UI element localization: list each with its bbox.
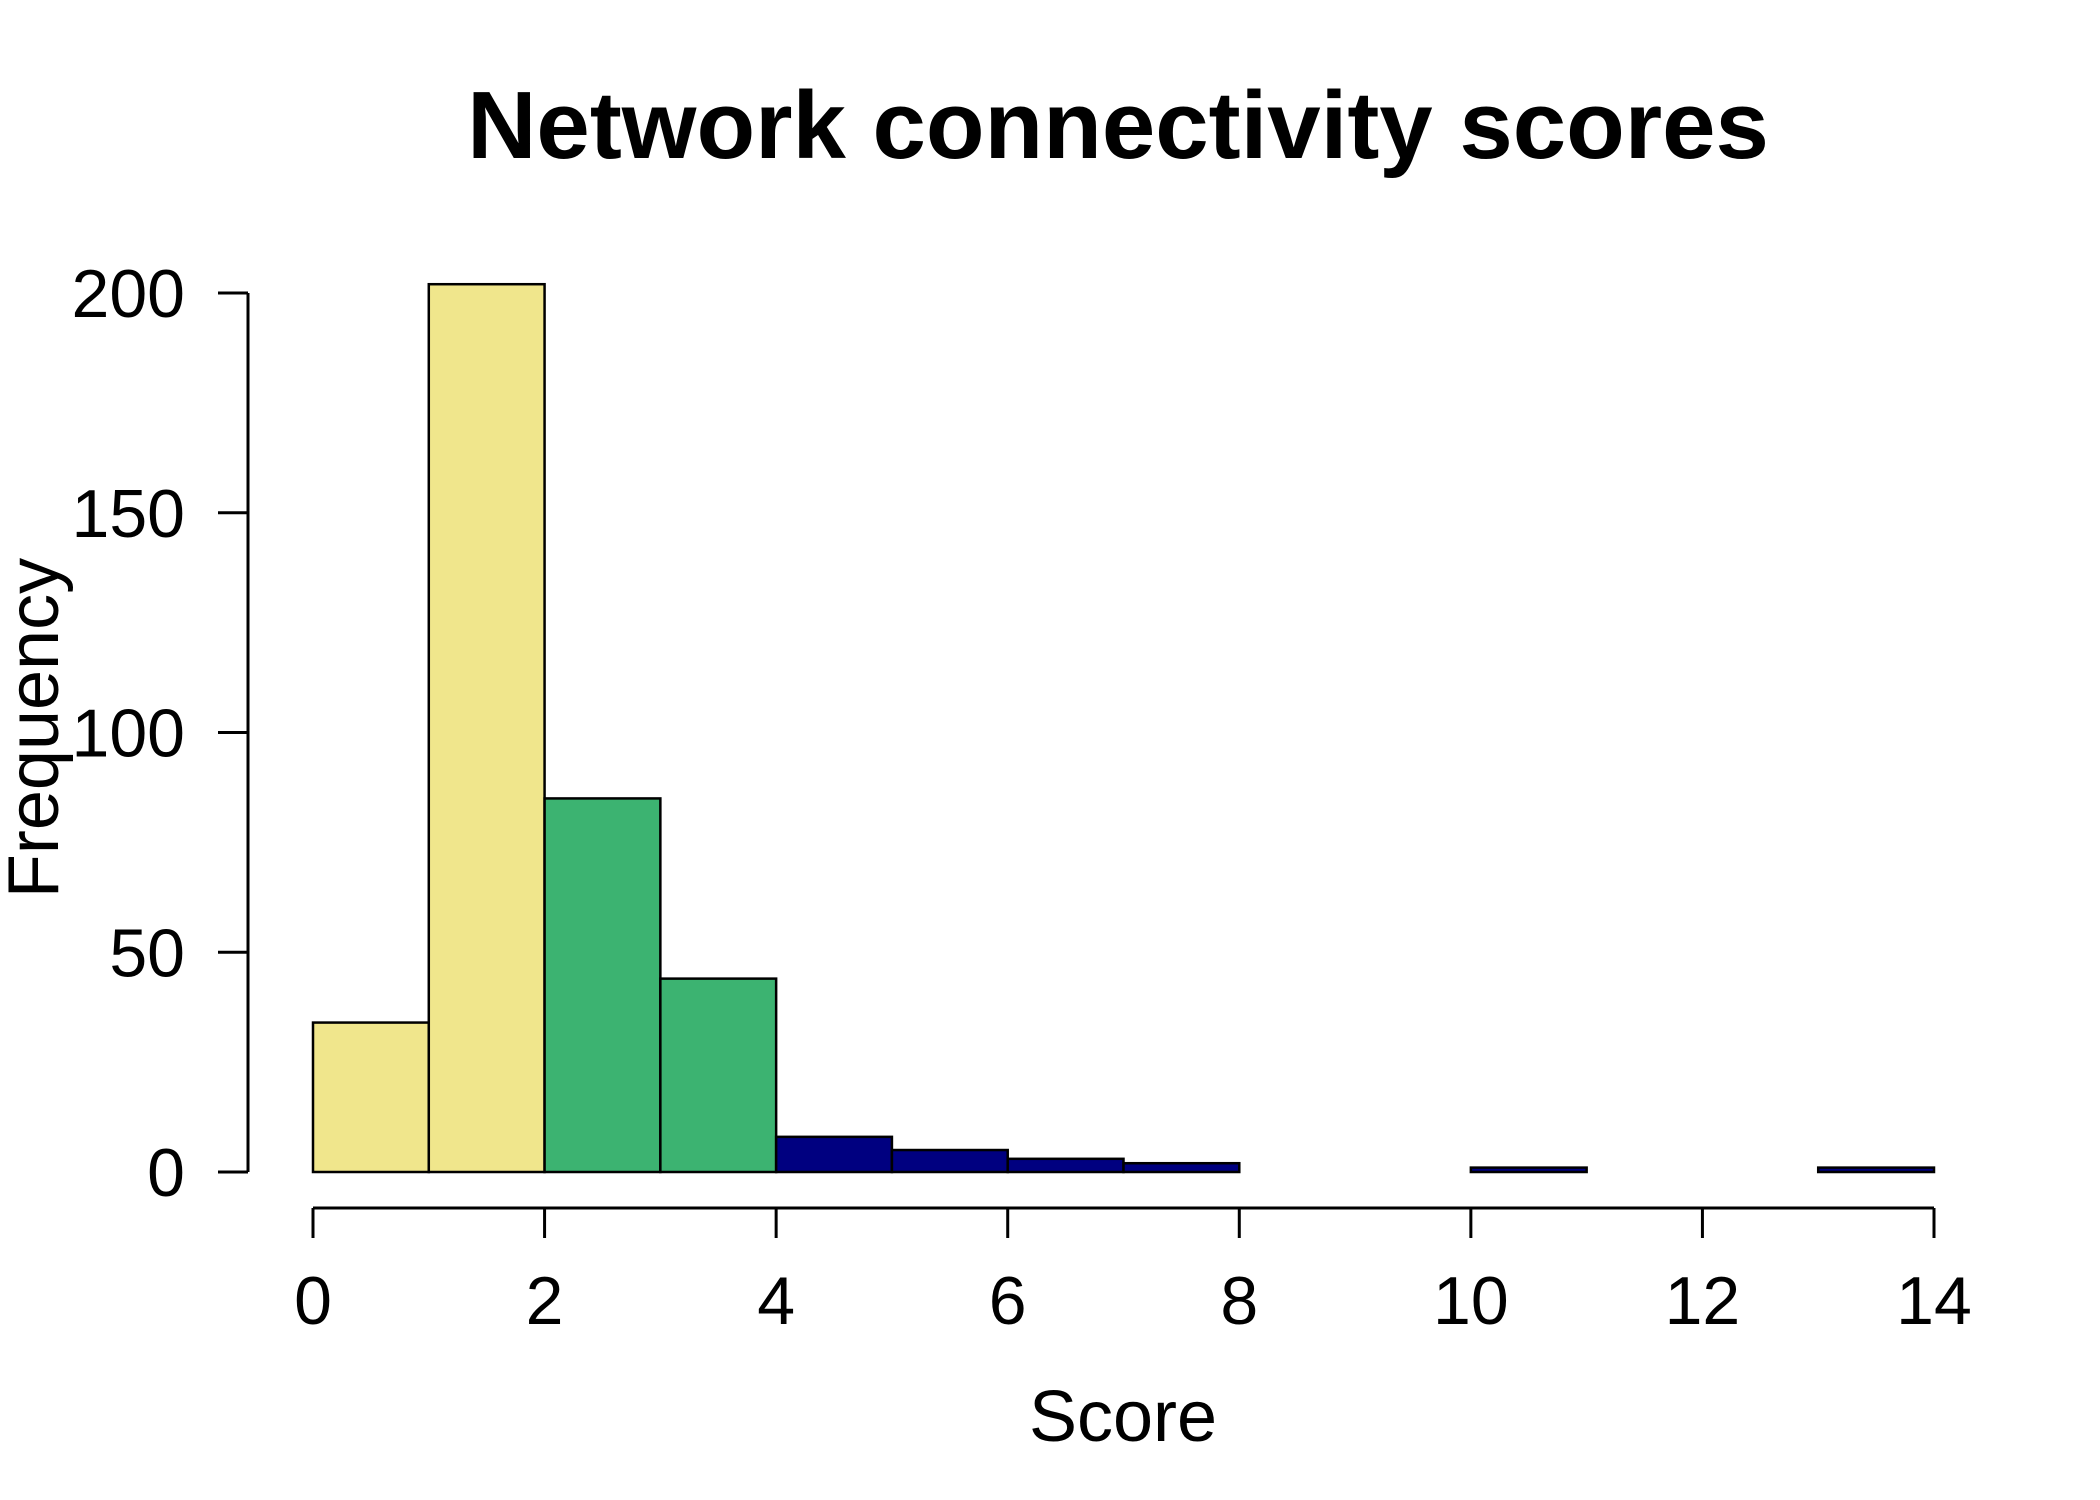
histogram-bar-5 xyxy=(890,1148,1009,1174)
x-tick-label: 4 xyxy=(757,1263,795,1339)
histogram-bar-3 xyxy=(659,977,778,1174)
histogram-bar-1 xyxy=(427,282,546,1174)
y-axis: 0 50 100 150 200 xyxy=(72,256,250,1211)
x-tick-label: 0 xyxy=(294,1263,332,1339)
histogram-bar-7 xyxy=(1122,1161,1241,1174)
histogram-bar-4 xyxy=(774,1135,894,1174)
x-axis-title: Score xyxy=(1029,1377,1217,1457)
histogram-bar-6 xyxy=(1006,1157,1125,1174)
y-axis-title: Frequency xyxy=(0,558,74,898)
y-tick-label: 150 xyxy=(72,476,185,552)
histogram-bar-0 xyxy=(311,1021,431,1174)
x-tick-label: 14 xyxy=(1896,1263,1972,1339)
x-tick-label: 2 xyxy=(526,1263,564,1339)
y-tick-label: 200 xyxy=(72,256,185,332)
x-axis: 0 2 4 6 8 10 12 14 xyxy=(294,1206,1972,1339)
histogram-bar-10 xyxy=(1469,1166,1588,1174)
x-tick-label: 6 xyxy=(989,1263,1027,1339)
x-tick-label: 10 xyxy=(1433,1263,1509,1339)
histogram-bars xyxy=(311,282,1936,1174)
histogram-bar-13 xyxy=(1816,1166,1936,1174)
x-tick-label: 12 xyxy=(1665,1263,1741,1339)
x-tick-label: 8 xyxy=(1220,1263,1258,1339)
chart-title: Network connectivity scores xyxy=(467,72,1769,179)
y-tick-label: 0 xyxy=(147,1135,185,1211)
y-tick-label: 100 xyxy=(72,696,185,772)
y-tick-label: 50 xyxy=(109,915,185,991)
histogram-bar-2 xyxy=(543,797,662,1174)
